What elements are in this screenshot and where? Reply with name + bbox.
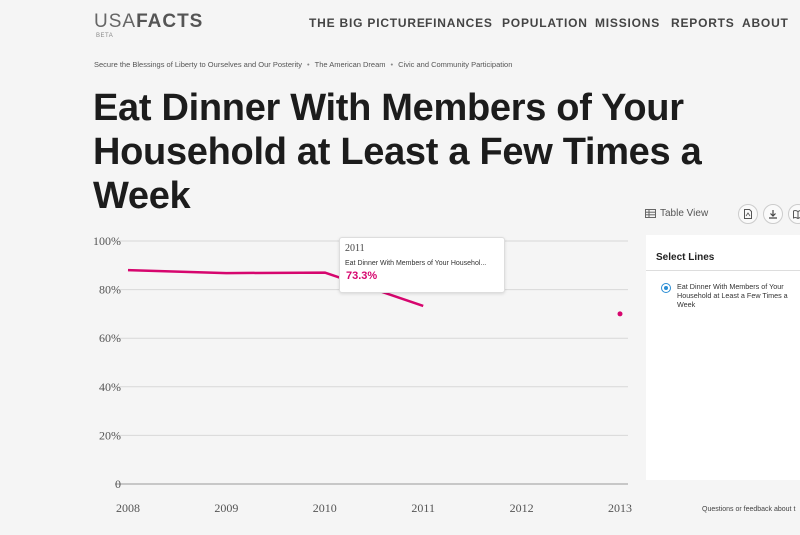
book-icon: [793, 209, 800, 219]
table-icon: [645, 209, 656, 218]
chart-toolbar: Table View: [645, 204, 800, 226]
download-button[interactable]: [763, 204, 783, 224]
line-option-label[interactable]: Eat Dinner With Members of Your Househol…: [677, 282, 788, 309]
beta-label: BETA: [96, 33, 114, 39]
x-tick-label: 2008: [116, 501, 140, 515]
x-tick-label: 2013: [608, 501, 632, 515]
breadcrumb-item[interactable]: The American Dream: [314, 60, 386, 69]
y-tick-label: 40%: [99, 380, 121, 394]
y-tick-label: 100%: [93, 234, 121, 248]
x-tick-label: 2010: [313, 501, 337, 515]
y-tick-label: 20%: [99, 428, 121, 442]
breadcrumb-item[interactable]: Civic and Community Participation: [398, 60, 513, 69]
download-icon: [769, 210, 777, 219]
book-button[interactable]: [788, 204, 800, 224]
line-chart: 0 20% 40% 60% 80% 100% 2008 2009 2010 2011 2012 201…: [93, 234, 632, 515]
x-tick-label: 2012: [510, 501, 534, 515]
feedback-link[interactable]: Questions or feedback about t: [702, 506, 796, 513]
y-tick-label: 80%: [99, 283, 121, 297]
usafacts-logo[interactable]: USAFACTS BETA: [94, 11, 204, 39]
logo-usa-text: USA: [94, 11, 137, 32]
nav-finances[interactable]: FINANCES: [425, 16, 493, 30]
select-lines-title: Select Lines: [656, 252, 715, 263]
y-tick-label: 0: [115, 477, 121, 491]
pdf-button[interactable]: [738, 204, 758, 224]
select-lines-panel: Select Lines Eat Dinner With Members of …: [646, 235, 800, 480]
logo-facts-text: FACTS: [136, 11, 204, 32]
table-view-button[interactable]: Table View: [645, 208, 708, 219]
table-view-label: Table View: [660, 208, 709, 219]
nav-the-big-picture[interactable]: THE BIG PICTURE: [309, 16, 426, 30]
x-tick-label: 2011: [411, 501, 435, 515]
tooltip-year: 2011: [345, 243, 365, 254]
page-title: Eat Dinner With Members of Your Househol…: [93, 87, 702, 217]
tooltip-series-name: Eat Dinner With Members of Your Househol…: [345, 260, 487, 267]
y-tick-label: 60%: [99, 331, 121, 345]
x-tick-label: 2009: [214, 501, 238, 515]
pdf-icon: [744, 209, 752, 219]
chart-tooltip: 2011 Eat Dinner With Members of Your Hou…: [339, 237, 505, 293]
nav-missions[interactable]: MISSIONS: [595, 16, 661, 30]
site-header: USAFACTS BETA THE BIG PICTURE FINANCES P…: [0, 0, 800, 50]
data-point: [617, 311, 623, 317]
nav-about[interactable]: ABOUT: [742, 16, 789, 30]
breadcrumb: Secure the Blessings of Liberty to Ourse…: [94, 60, 513, 69]
breadcrumb-item[interactable]: Secure the Blessings of Liberty to Ourse…: [94, 60, 303, 69]
nav-population[interactable]: POPULATION: [502, 16, 588, 30]
nav-reports[interactable]: REPORTS: [671, 16, 735, 30]
tooltip-value: 73.3%: [346, 270, 378, 282]
line-radio-button[interactable]: [661, 283, 671, 293]
divider: [646, 270, 800, 271]
